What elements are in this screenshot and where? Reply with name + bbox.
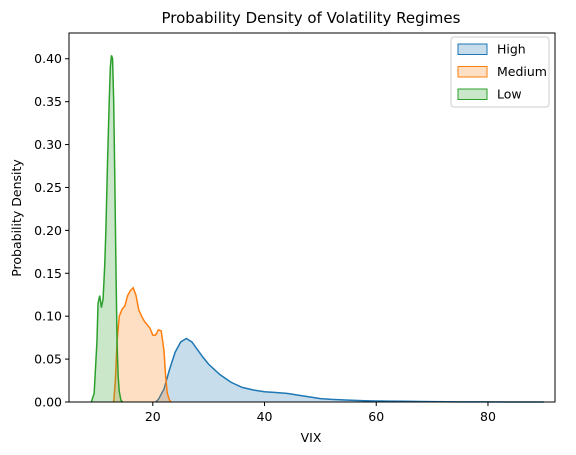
density-line-low [90,55,124,403]
x-tick-label: 60 [368,409,384,424]
y-tick-label: 0.40 [34,51,62,66]
y-tick-label: 0.05 [34,352,62,367]
x-axis-label: VIX [301,430,322,445]
density-area-medium [113,287,172,402]
y-tick-label: 0.25 [34,180,62,195]
y-axis-label: Probability Density [9,159,24,277]
legend-label-low: Low [497,87,522,102]
x-tick-label: 20 [145,409,161,424]
x-tick-label: 40 [257,409,273,424]
legend: High Medium Low [450,36,550,108]
legend-label-high: High [497,42,526,57]
density-line-high [155,337,544,403]
y-tick-label: 0.35 [34,94,62,109]
y-tick-label: 0.00 [34,395,62,410]
legend-swatch-medium [457,66,488,78]
y-tick-label: 0.20 [34,223,62,238]
y-tick-label: 0.30 [34,137,62,152]
legend-swatch-low [457,88,488,100]
y-tick-label: 0.10 [34,309,62,324]
density-line-medium [112,286,172,403]
density-area-high [155,338,544,402]
legend-label-medium: Medium [497,64,547,79]
plot-frame [68,32,556,403]
axes: 20 40 60 80 0.00 0.05 0.10 0.15 0.20 0.25 0.30 0.35… [34,32,556,424]
x-tick-label: 80 [480,409,496,424]
legend-swatch-high [457,43,488,55]
plot-area [90,55,544,403]
y-tick-label: 0.15 [34,266,62,281]
density-area-low [91,55,123,403]
chart-title: Probability Density of Volatility Regime… [162,9,461,27]
